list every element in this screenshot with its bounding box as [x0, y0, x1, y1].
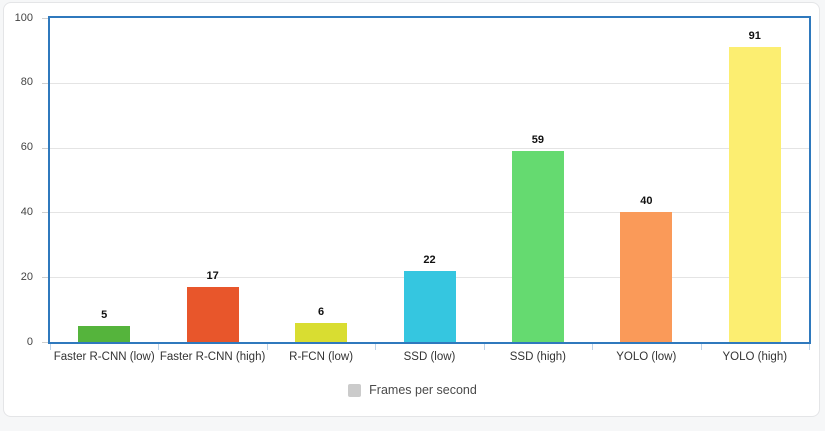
x-axis-label: YOLO (low)	[616, 351, 677, 363]
bar-value-label: 91	[748, 30, 761, 43]
x-axis-label: SSD (low)	[403, 351, 456, 363]
bar-value-label: 17	[206, 269, 219, 282]
bar-value-label: 6	[318, 305, 325, 318]
x-axis-tick	[809, 344, 810, 350]
y-axis-label: 80	[20, 76, 33, 88]
bar-chart: Frames per second 0 20 40 60 80 100 5 Faster R-…	[4, 3, 819, 416]
bar-value-label: 40	[640, 195, 653, 208]
legend[interactable]: Frames per second	[4, 383, 821, 397]
y-axis-label: 40	[20, 206, 33, 218]
bar[interactable]	[620, 212, 673, 342]
x-axis-label: Faster R-CNN (low)	[53, 351, 155, 363]
bar-value-label: 5	[101, 308, 108, 321]
bar[interactable]	[728, 47, 781, 342]
y-axis-tick	[42, 342, 48, 343]
x-axis-label: R-FCN (low)	[289, 351, 354, 363]
y-axis-label: 60	[20, 141, 33, 153]
y-axis-tick	[42, 212, 48, 213]
x-axis-label: SSD (high)	[509, 351, 566, 363]
bar-value-label: 22	[423, 253, 436, 266]
x-axis-label: Faster R-CNN (high)	[159, 351, 266, 363]
bar[interactable]	[295, 322, 348, 342]
plot-area	[48, 16, 811, 344]
bar[interactable]	[78, 325, 131, 342]
y-gridline	[50, 83, 809, 84]
y-axis-tick	[42, 83, 48, 84]
bar-value-label: 59	[531, 133, 545, 146]
x-axis-tick	[158, 344, 160, 350]
x-axis-tick	[50, 344, 51, 350]
x-axis-tick	[700, 344, 702, 350]
y-axis-tick	[42, 277, 48, 278]
x-axis-label: YOLO (high)	[722, 351, 788, 363]
x-axis-tick	[266, 344, 268, 350]
y-axis-tick	[42, 148, 48, 149]
y-axis-tick	[42, 18, 48, 19]
y-axis-label: 20	[20, 271, 33, 283]
x-axis-tick	[483, 344, 485, 350]
legend-swatch-icon	[348, 383, 362, 397]
chart-card: Frames per second 0 20 40 60 80 100 5 Faster R-…	[3, 2, 820, 417]
y-axis-label: 0	[26, 336, 33, 348]
bar[interactable]	[186, 286, 239, 342]
y-axis-label: 100	[14, 12, 33, 24]
x-axis-tick	[375, 344, 377, 350]
bar[interactable]	[403, 270, 456, 342]
bar[interactable]	[511, 150, 564, 342]
legend-label: Frames per second	[369, 383, 477, 397]
x-axis-tick	[592, 344, 594, 350]
y-gridline	[50, 148, 809, 149]
y-gridline	[50, 212, 809, 213]
